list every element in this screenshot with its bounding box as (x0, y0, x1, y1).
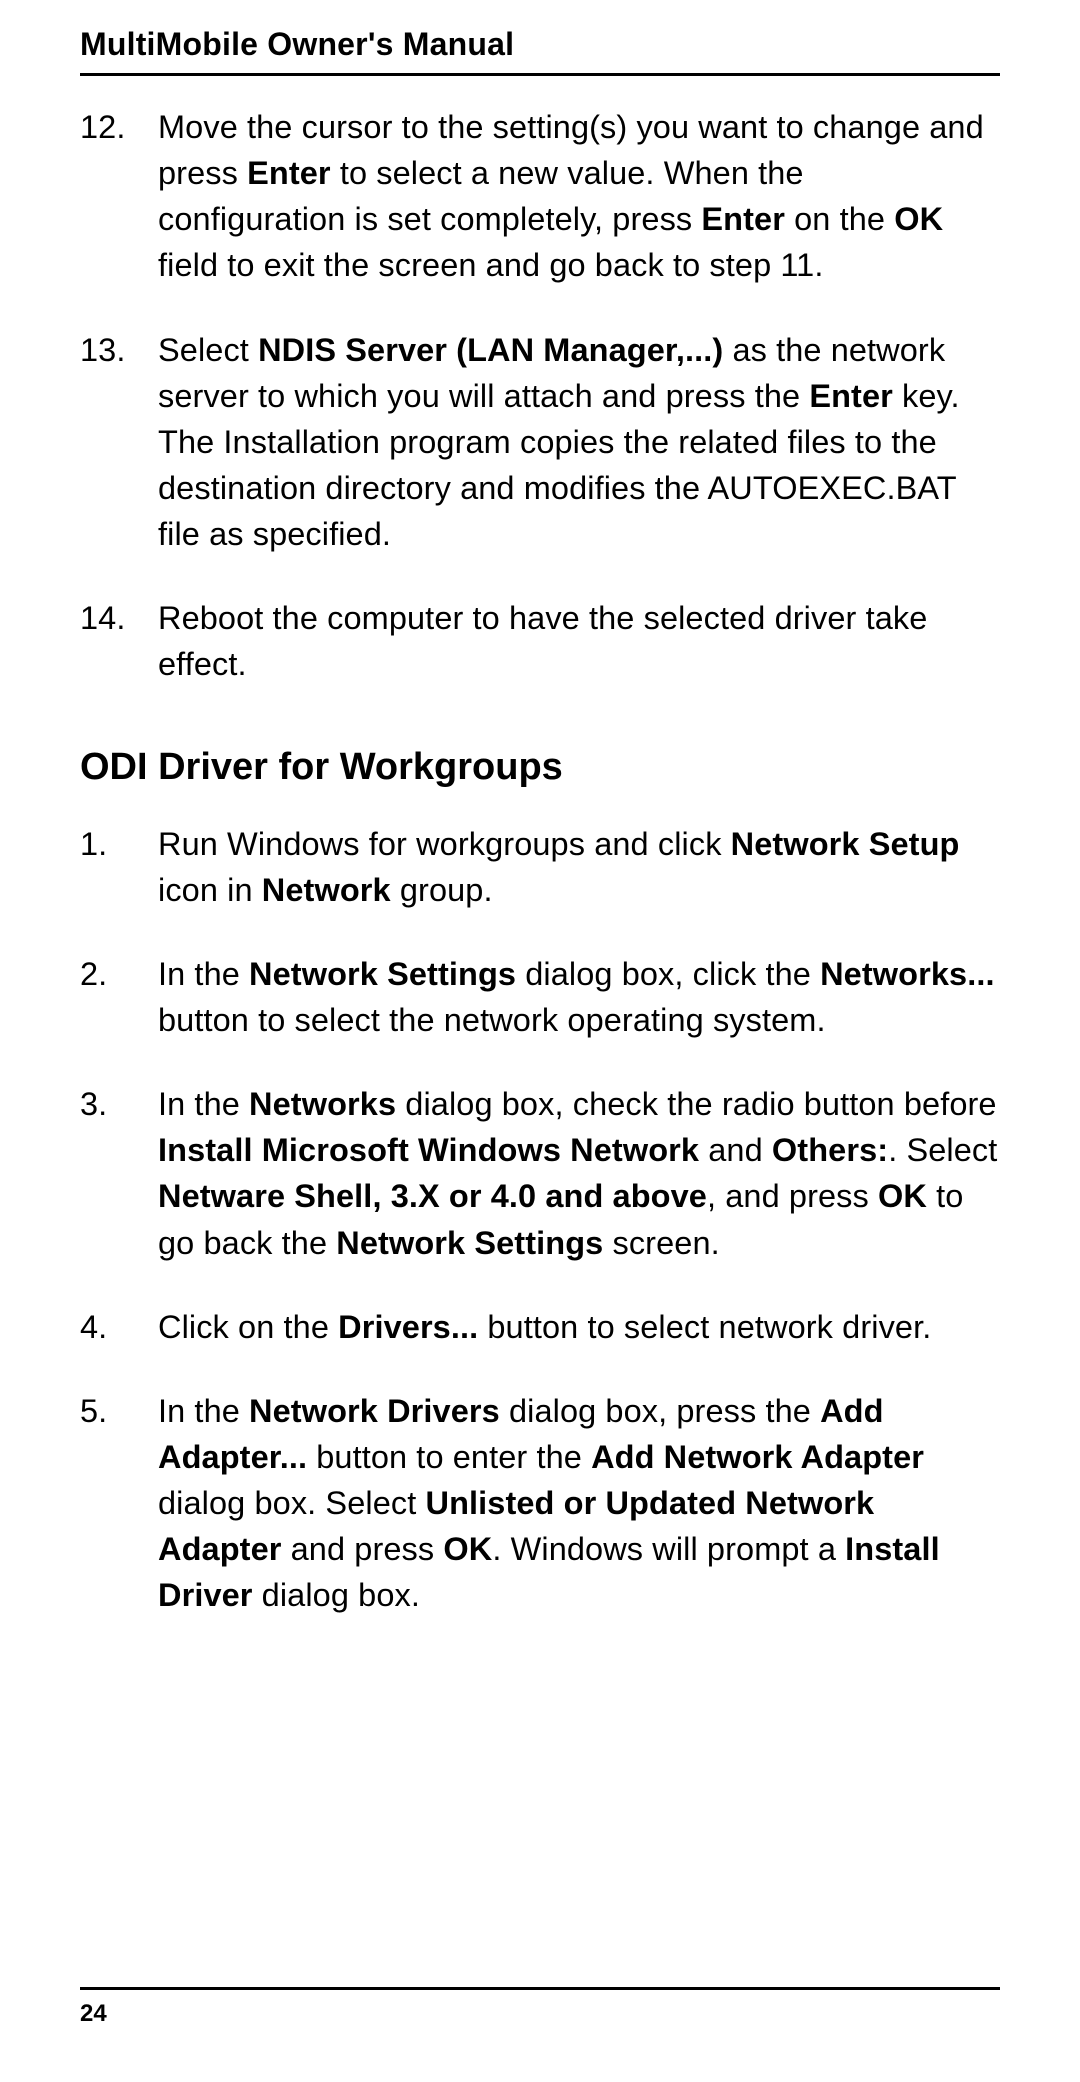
list-item-number: 5. (80, 1388, 158, 1619)
list-item-text: Select NDIS Server (LAN Manager,...) as … (158, 327, 1000, 558)
list-item: 13.Select NDIS Server (LAN Manager,...) … (80, 327, 1000, 558)
list-item-number: 14. (80, 595, 158, 687)
list-item-text: Reboot the computer to have the selected… (158, 595, 1000, 687)
list-item: 12.Move the cursor to the setting(s) you… (80, 104, 1000, 289)
list-item: 3.In the Networks dialog box, check the … (80, 1081, 1000, 1266)
header-rule (80, 73, 1000, 76)
page-number: 24 (80, 2000, 1000, 2028)
page-footer: 24 (80, 1987, 1000, 2028)
list-item: 2.In the Network Settings dialog box, cl… (80, 951, 1000, 1043)
list-item-text: In the Network Settings dialog box, clic… (158, 951, 1000, 1043)
section-heading: ODI Driver for Workgroups (80, 746, 1000, 789)
page-header-title: MultiMobile Owner's Manual (80, 26, 1000, 63)
list-item-number: 4. (80, 1304, 158, 1350)
list-item-text: Click on the Drivers... button to select… (158, 1304, 1000, 1350)
list-item-text: Run Windows for workgroups and click Net… (158, 821, 1000, 913)
list-item: 1.Run Windows for workgroups and click N… (80, 821, 1000, 913)
ordered-list-continuation: 12.Move the cursor to the setting(s) you… (80, 104, 1000, 688)
ordered-list: 1.Run Windows for workgroups and click N… (80, 821, 1000, 1619)
list-item-text: In the Network Drivers dialog box, press… (158, 1388, 1000, 1619)
list-item-number: 1. (80, 821, 158, 913)
list-item-number: 3. (80, 1081, 158, 1266)
list-item-number: 13. (80, 327, 158, 558)
list-item: 5.In the Network Drivers dialog box, pre… (80, 1388, 1000, 1619)
list-item-text: In the Networks dialog box, check the ra… (158, 1081, 1000, 1266)
list-item-number: 2. (80, 951, 158, 1043)
page: MultiMobile Owner's Manual 12.Move the c… (0, 0, 1080, 2082)
footer-rule (80, 1987, 1000, 1990)
list-item-number: 12. (80, 104, 158, 289)
list-item: 14.Reboot the computer to have the selec… (80, 595, 1000, 687)
list-item: 4.Click on the Drivers... button to sele… (80, 1304, 1000, 1350)
list-item-text: Move the cursor to the setting(s) you wa… (158, 104, 1000, 289)
